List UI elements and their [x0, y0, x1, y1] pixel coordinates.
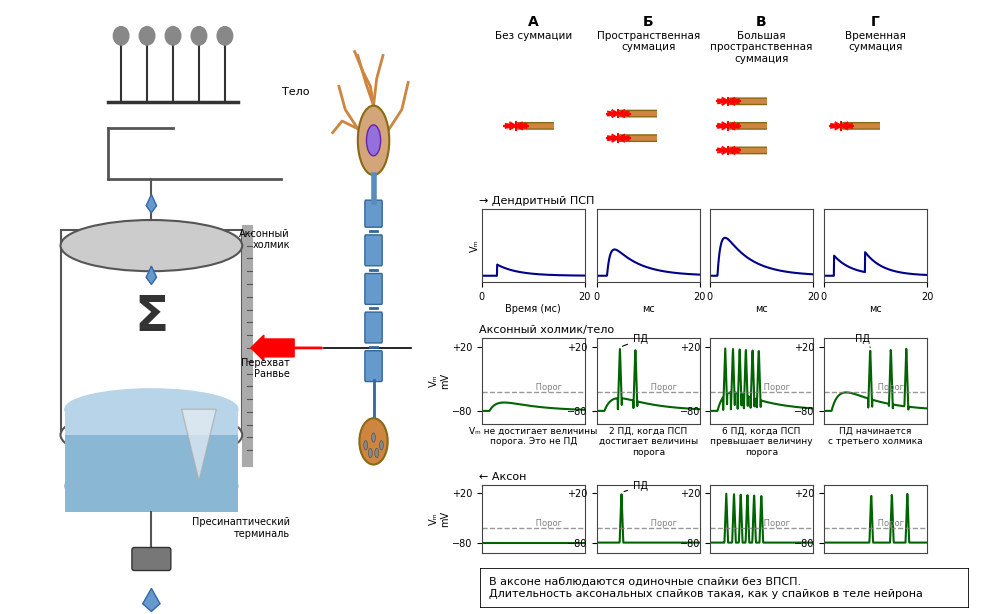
FancyBboxPatch shape	[516, 123, 557, 129]
Text: В: В	[756, 15, 767, 29]
X-axis label: Время (мс): Время (мс)	[505, 303, 561, 314]
FancyBboxPatch shape	[365, 235, 382, 266]
FancyBboxPatch shape	[365, 273, 382, 305]
X-axis label: мс: мс	[642, 303, 655, 314]
Circle shape	[217, 26, 233, 45]
Text: Σ: Σ	[135, 293, 168, 341]
Y-axis label: Vₘ: Vₘ	[470, 239, 481, 252]
Text: Порог: Порог	[533, 519, 562, 527]
Text: Аксонный
холмик: Аксонный холмик	[239, 228, 290, 251]
FancyBboxPatch shape	[65, 435, 238, 511]
Text: Аксонный холмик/тело: Аксонный холмик/тело	[479, 325, 613, 335]
Text: Порог: Порог	[761, 383, 790, 392]
Text: Пресинаптический
терминаль: Пресинаптический терминаль	[192, 517, 290, 539]
Circle shape	[364, 441, 368, 450]
Text: ПД: ПД	[854, 334, 870, 348]
Circle shape	[191, 26, 206, 45]
Ellipse shape	[61, 220, 242, 271]
X-axis label: мс: мс	[869, 303, 882, 314]
Text: Без суммации: Без суммации	[494, 31, 572, 41]
Text: Большая
пространственная
суммация: Большая пространственная суммация	[710, 31, 813, 64]
FancyBboxPatch shape	[65, 410, 238, 486]
Circle shape	[379, 441, 383, 450]
FancyBboxPatch shape	[365, 200, 382, 227]
FancyBboxPatch shape	[728, 98, 770, 104]
Text: В аксоне наблюдаются одиночные спайки без ВПСП.
Длительность аксональных спайков: В аксоне наблюдаются одиночные спайки бе…	[490, 577, 923, 599]
Text: Порог: Порог	[649, 383, 677, 392]
Circle shape	[140, 26, 155, 45]
FancyBboxPatch shape	[841, 123, 883, 129]
Text: Г: Г	[871, 15, 880, 29]
Text: Временная
суммация: Временная суммация	[845, 31, 905, 52]
Circle shape	[165, 26, 181, 45]
Polygon shape	[143, 588, 160, 612]
Text: Порог: Порог	[875, 519, 904, 527]
FancyArrow shape	[251, 335, 294, 360]
Text: Пространственная
суммация: Пространственная суммация	[597, 31, 700, 52]
Polygon shape	[182, 410, 216, 481]
Text: 2 ПД, когда ПСП
достигает величины
порога: 2 ПД, когда ПСП достигает величины порог…	[599, 427, 698, 457]
X-axis label: мс: мс	[755, 303, 768, 314]
Text: ПД начинается
с третьего холмика: ПД начинается с третьего холмика	[828, 427, 923, 446]
Text: А: А	[528, 15, 539, 29]
Text: ← Аксон: ← Аксон	[479, 472, 526, 482]
Text: Vₘ не достигает величины
порога. Это не ПД: Vₘ не достигает величины порога. Это не …	[469, 427, 598, 446]
Text: Порог: Порог	[649, 519, 677, 527]
Ellipse shape	[61, 410, 242, 460]
Text: Тело: Тело	[282, 87, 310, 97]
FancyBboxPatch shape	[480, 568, 969, 608]
Text: 6 ПД, когда ПСП
превышает величину
порога: 6 ПД, когда ПСП превышает величину порог…	[710, 427, 813, 457]
FancyBboxPatch shape	[728, 147, 770, 154]
Y-axis label: Vₘ
mV: Vₘ mV	[429, 373, 450, 389]
FancyBboxPatch shape	[365, 351, 382, 381]
FancyBboxPatch shape	[365, 312, 382, 343]
Text: Б: Б	[643, 15, 654, 29]
Circle shape	[369, 448, 373, 457]
FancyBboxPatch shape	[132, 548, 171, 570]
Text: ПД: ПД	[622, 334, 648, 346]
FancyBboxPatch shape	[618, 111, 660, 117]
Text: ПД: ПД	[624, 481, 648, 492]
Text: Порог: Порог	[875, 383, 904, 392]
Ellipse shape	[358, 106, 389, 175]
Ellipse shape	[367, 125, 380, 156]
Circle shape	[375, 448, 378, 457]
Polygon shape	[146, 266, 156, 284]
Circle shape	[113, 26, 129, 45]
FancyBboxPatch shape	[618, 135, 660, 141]
Ellipse shape	[65, 465, 238, 507]
Text: Порог: Порог	[533, 383, 562, 392]
Ellipse shape	[360, 418, 387, 465]
Text: → Дендритный ПСП: → Дендритный ПСП	[479, 196, 594, 206]
Text: Порог: Порог	[761, 519, 790, 527]
Circle shape	[372, 433, 376, 442]
FancyBboxPatch shape	[61, 230, 242, 435]
Y-axis label: Vₘ
mV: Vₘ mV	[429, 511, 450, 527]
Ellipse shape	[65, 389, 238, 430]
Text: Перехват
Ранвье: Перехват Ранвье	[241, 357, 290, 379]
FancyBboxPatch shape	[728, 123, 770, 129]
Polygon shape	[146, 195, 156, 213]
